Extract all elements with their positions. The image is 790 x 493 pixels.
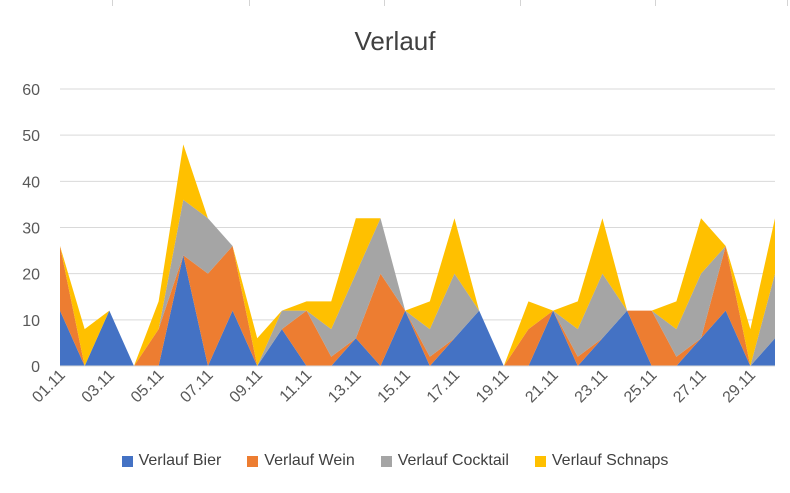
x-tick-label: 09.11 <box>227 367 267 407</box>
y-tick-label: 30 <box>22 221 40 238</box>
y-tick-label: 50 <box>22 128 40 145</box>
chart-legend: Verlauf Bier Verlauf Wein Verlauf Cockta… <box>0 452 790 470</box>
legend-swatch-bier <box>121 455 133 467</box>
x-axis-ticks: 01.11 03.11 05.11 07.11 09.11 11.11 13.11 15.11… <box>29 367 759 407</box>
x-tick-label: 05.11 <box>128 367 168 407</box>
area-series-1[interactable] <box>60 245 775 366</box>
stacked-areas <box>60 144 775 366</box>
x-tick-label: 27.11 <box>670 367 710 407</box>
y-tick-label: 60 <box>22 82 40 99</box>
x-tick-label: 03.11 <box>79 367 119 407</box>
x-tick-label: 17.11 <box>424 367 464 407</box>
y-tick-label: 40 <box>22 174 40 191</box>
area-series-2[interactable] <box>60 199 775 366</box>
legend-item-cocktail[interactable]: Verlauf Cocktail <box>380 452 509 470</box>
legend-label-wein: Verlauf Wein <box>264 452 355 469</box>
x-tick-label: 07.11 <box>177 367 217 407</box>
x-tick-label: 23.11 <box>572 367 612 407</box>
x-tick-label: 19.11 <box>473 367 513 407</box>
y-tick-label: 10 <box>22 313 40 330</box>
legend-item-schnaps[interactable]: Verlauf Schnaps <box>534 452 669 470</box>
x-tick-label: 21.11 <box>522 367 562 407</box>
y-tick-label: 20 <box>22 267 40 284</box>
chart-title: Verlauf <box>354 26 436 56</box>
x-tick-label: 15.11 <box>375 367 415 407</box>
x-tick-label: 11.11 <box>277 367 316 406</box>
legend-swatch-wein <box>247 455 259 467</box>
legend-label-schnaps: Verlauf Schnaps <box>551 452 669 469</box>
legend-label-cocktail: Verlauf Cocktail <box>397 452 509 469</box>
legend-swatch-schnaps <box>534 455 546 467</box>
x-tick-label: 13.11 <box>325 367 365 407</box>
y-tick-label: 0 <box>31 359 40 376</box>
legend-swatch-cocktail <box>380 455 392 467</box>
legend-item-wein[interactable]: Verlauf Wein <box>247 452 355 470</box>
x-tick-label: 29.11 <box>720 367 760 407</box>
spreadsheet-column-lines <box>0 0 790 6</box>
x-tick-label: 25.11 <box>621 367 661 407</box>
legend-label-bier: Verlauf Bier <box>138 452 222 469</box>
y-axis-ticks: 0 10 20 30 40 50 60 <box>22 82 40 376</box>
area-series-0[interactable] <box>60 255 775 366</box>
legend-item-bier[interactable]: Verlauf Bier <box>121 452 222 470</box>
